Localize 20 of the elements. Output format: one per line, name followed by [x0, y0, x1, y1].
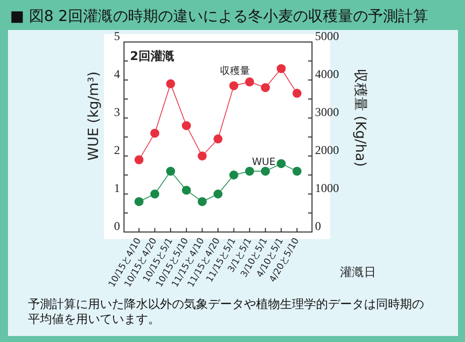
y-axis-title: WUE (kg/m³) — [86, 71, 102, 161]
y2-axis-title: 収穫量 (Kg/ha) — [352, 69, 368, 167]
annotation: 2回灌漑 — [130, 49, 174, 63]
series-label: WUE — [252, 157, 276, 168]
y-tick-label: 5 — [114, 29, 120, 43]
y2-tick-label: 3000 — [315, 105, 339, 119]
y-tick-label: 2 — [114, 143, 120, 157]
y2-tick-label: 2000 — [315, 143, 339, 157]
y2-tick-label: 1000 — [315, 181, 339, 195]
x-axis-title: 灌漑日 — [340, 265, 376, 279]
y-tick-label: 3 — [114, 105, 120, 119]
series-label: 収穫量 — [220, 65, 250, 77]
y-tick-label: 1 — [114, 181, 120, 195]
y-tick-label: 0 — [114, 219, 120, 233]
y2-tick-label: 5000 — [315, 29, 339, 43]
y2-tick-label: 0 — [315, 219, 321, 233]
text: 予測計算に用いた降水以外の気象データや植物生理学的データは同時期の平均値を用いています。 — [28, 297, 425, 327]
y-tick-label: 4 — [114, 67, 120, 81]
y2-tick-label: 4000 — [315, 67, 339, 81]
chart-title: ■ 図8 2回灌漑の時期の違いによる冬小麦の収穫量の予測計算 — [10, 7, 428, 25]
